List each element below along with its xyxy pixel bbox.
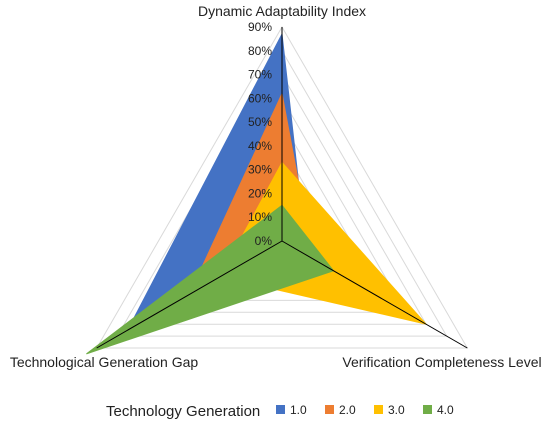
axis-label-technological-generation-gap: Technological Generation Gap bbox=[10, 354, 199, 370]
legend-label-3-0: 3.0 bbox=[388, 403, 405, 417]
radial-tick-label: 20% bbox=[248, 186, 272, 200]
legend-label-2-0: 2.0 bbox=[339, 403, 356, 417]
axis-spoke-1 bbox=[281, 240, 468, 349]
radial-tick-label: 70% bbox=[248, 68, 272, 82]
grid-ring-9 bbox=[95, 25, 469, 349]
legend-swatch-4-0 bbox=[423, 405, 432, 414]
radar-axes bbox=[96, 27, 468, 349]
legend-title: Technology Generation bbox=[106, 403, 260, 420]
radial-tick-label: 40% bbox=[248, 139, 272, 153]
radial-tick-label: 50% bbox=[248, 115, 272, 129]
legend-label-4-0: 4.0 bbox=[437, 403, 454, 417]
radial-tick-label: 10% bbox=[248, 210, 272, 224]
legend-swatch-1-0 bbox=[276, 405, 285, 414]
legend-label-1-0: 1.0 bbox=[290, 403, 307, 417]
axis-label-dynamic-adaptability-index: Dynamic Adaptability Index bbox=[198, 3, 366, 19]
radial-tick-label: 90% bbox=[248, 20, 272, 34]
axis-label-verification-completeness-level: Verification Completeness Level bbox=[342, 354, 541, 370]
series-4-0-area bbox=[86, 204, 335, 355]
radial-tick-labels: 0% 10% 20% 30% 40% 50% 60% 70% 80% 90% bbox=[248, 20, 272, 248]
radar-series bbox=[86, 32, 428, 355]
radial-tick-label: 60% bbox=[248, 91, 272, 105]
legend: Technology Generation 1.0 2.0 3.0 4.0 bbox=[106, 403, 454, 420]
radial-tick-label: 80% bbox=[248, 44, 272, 58]
axis-spoke-2 bbox=[96, 240, 283, 349]
radial-tick-label: 0% bbox=[255, 234, 273, 248]
radial-tick-label: 30% bbox=[248, 163, 272, 177]
legend-swatch-2-0 bbox=[325, 405, 334, 414]
legend-swatch-3-0 bbox=[374, 405, 383, 414]
